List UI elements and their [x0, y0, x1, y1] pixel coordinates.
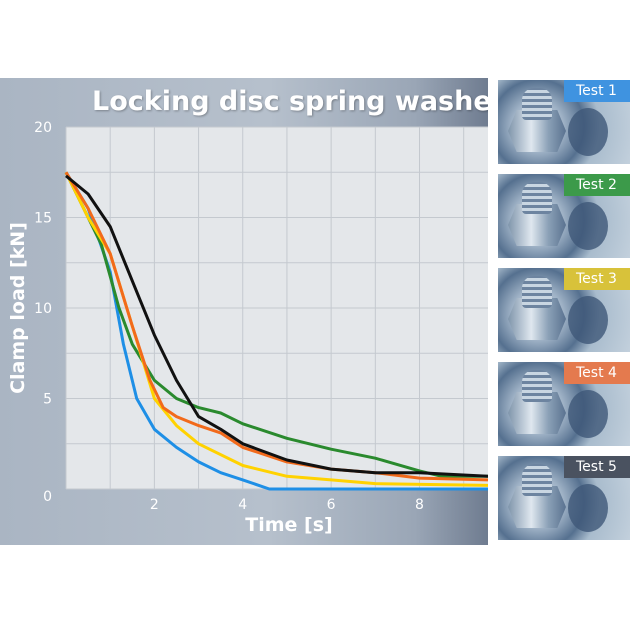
shadow: [568, 484, 608, 532]
y-tick-label: 10: [34, 301, 52, 317]
y-tick-label: 15: [34, 211, 52, 227]
y-axis-label: Clamp load [kN]: [7, 222, 29, 394]
test-label: Test 5: [564, 456, 630, 478]
line-chart: 2 4 6 8 0 5 10 15 20 Time [s] Clamp load [kN]: [7, 120, 488, 536]
test-label: Test 2: [564, 174, 630, 196]
test-label: Test 3: [564, 268, 630, 290]
bolt-image: [522, 370, 552, 402]
y-tick-label: 20: [34, 120, 52, 136]
shadow: [568, 108, 608, 156]
chart-panel: 2 4 6 8 0 5 10 15 20 Time [s] Clamp load [kN] Lock…: [0, 78, 488, 545]
bolt-image: [522, 464, 552, 496]
bolt-image: [522, 88, 552, 120]
test-photo: Test 4: [498, 362, 630, 446]
x-tick-label: 6: [327, 497, 336, 513]
chart-title: Locking disc spring washer: [92, 86, 488, 117]
test-photo: Test 1: [498, 80, 630, 164]
y-tick-label: 5: [43, 392, 52, 408]
x-tick-label: 4: [238, 497, 247, 513]
test-label: Test 4: [564, 362, 630, 384]
series-line-test-5: [65, 174, 488, 478]
test-photo: Test 3: [498, 268, 630, 352]
shadow: [568, 202, 608, 250]
series-line-test-2: [64, 171, 488, 478]
x-tick-label: 8: [415, 497, 424, 513]
x-axis-label: Time [s]: [245, 514, 332, 536]
x-tick-label: 2: [150, 497, 159, 513]
bolt-image: [522, 276, 552, 308]
test-label: Test 1: [564, 80, 630, 102]
bolt-image: [522, 182, 552, 214]
test-photo: Test 5: [498, 456, 630, 540]
y-tick-label: 0: [43, 489, 52, 505]
shadow: [568, 390, 608, 438]
shadow: [568, 296, 608, 344]
test-photo: Test 2: [498, 174, 630, 258]
